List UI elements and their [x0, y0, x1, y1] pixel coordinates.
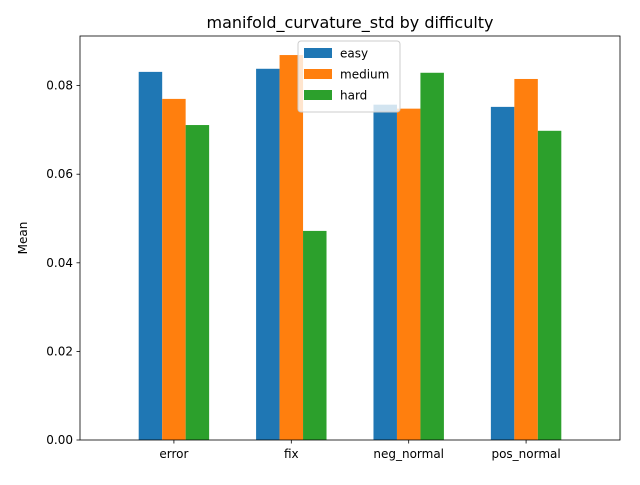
x-tick-label-fix: fix [284, 447, 299, 461]
y-tick-label: 0.02 [46, 344, 73, 358]
bar-medium-pos_normal [514, 78, 538, 440]
bar-hard-neg_normal [420, 72, 444, 441]
bar-medium-neg_normal [396, 108, 421, 441]
y-tick-label: 0.08 [46, 79, 73, 93]
bar-easy-error [138, 71, 163, 440]
y-tick-label: 0.00 [46, 433, 73, 447]
bar-easy-fix [256, 68, 280, 440]
legend-swatch-easy [304, 48, 332, 58]
bar-hard-fix [303, 230, 327, 440]
legend: easy medium hard [297, 40, 401, 113]
x-tick-label-error: error [159, 447, 188, 461]
chart-title: manifold_curvature_std by difficulty [206, 13, 493, 33]
bar-hard-error [185, 125, 210, 440]
bars-group [138, 55, 562, 441]
x-tick-label-pos_normal: pos_normal [491, 447, 560, 461]
bar-easy-pos_normal [490, 106, 515, 440]
legend-label-medium: medium [340, 68, 389, 82]
y-axis-label: Mean [16, 222, 30, 255]
bar-medium-error [162, 98, 186, 441]
y-tick-label: 0.04 [46, 256, 73, 270]
plot-frame [79, 35, 621, 441]
legend-swatch-medium [304, 69, 332, 79]
bar-easy-neg_normal [373, 104, 397, 440]
x-tick-label-neg_normal: neg_normal [373, 447, 444, 461]
legend-label-easy: easy [340, 47, 368, 61]
bar-medium-fix [279, 55, 304, 441]
axes-group: 0.00 0.02 0.04 0.06 0.08 error fix neg_normal po… [46, 35, 621, 461]
legend-label-hard: hard [340, 89, 367, 103]
bar-hard-pos_normal [537, 130, 562, 441]
legend-swatch-hard [304, 90, 332, 100]
y-tick-label: 0.06 [46, 167, 73, 181]
